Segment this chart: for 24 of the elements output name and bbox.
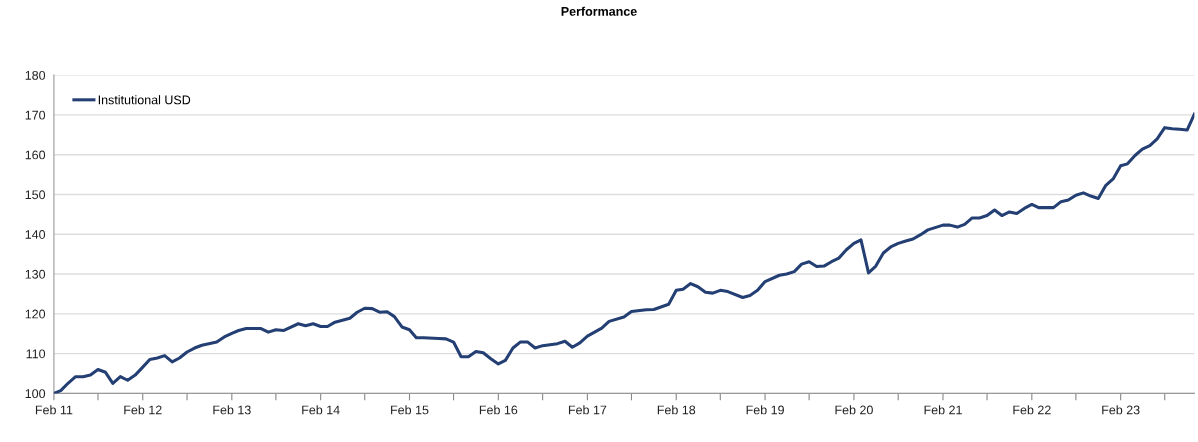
x-tick-label: Feb 20: [835, 405, 873, 415]
y-tick-label: 100: [25, 389, 46, 399]
legend-label: Institutional USD: [98, 95, 191, 105]
x-tick-label: Feb 23: [1102, 405, 1140, 415]
x-tick-label: Feb 11: [35, 405, 73, 415]
y-tick-label: 140: [25, 230, 46, 239]
y-tick-label: 110: [26, 349, 46, 359]
x-tick-label: Feb 22: [1013, 405, 1051, 415]
x-tick-label: Feb 15: [391, 405, 429, 415]
y-tick-label: 180: [25, 70, 46, 80]
x-tick-label: Feb 12: [124, 405, 162, 415]
y-tick-label: 120: [25, 309, 46, 319]
x-tick-label: Feb 13: [213, 405, 251, 415]
x-tick-label: Feb 19: [746, 405, 784, 415]
chart-title: Performance: [561, 6, 637, 16]
x-tick-label: Feb 21: [924, 405, 962, 415]
y-tick-label: 130: [25, 269, 46, 279]
x-tick-label: Feb 16: [479, 405, 518, 415]
y-tick-label: 160: [25, 150, 46, 160]
x-tick-label: Feb 17: [568, 405, 607, 415]
x-tick-label: Feb 18: [657, 405, 696, 415]
y-tick-label: 170: [25, 110, 46, 120]
x-tick-label: Feb 14: [302, 405, 340, 415]
y-tick-label: 150: [25, 190, 46, 200]
